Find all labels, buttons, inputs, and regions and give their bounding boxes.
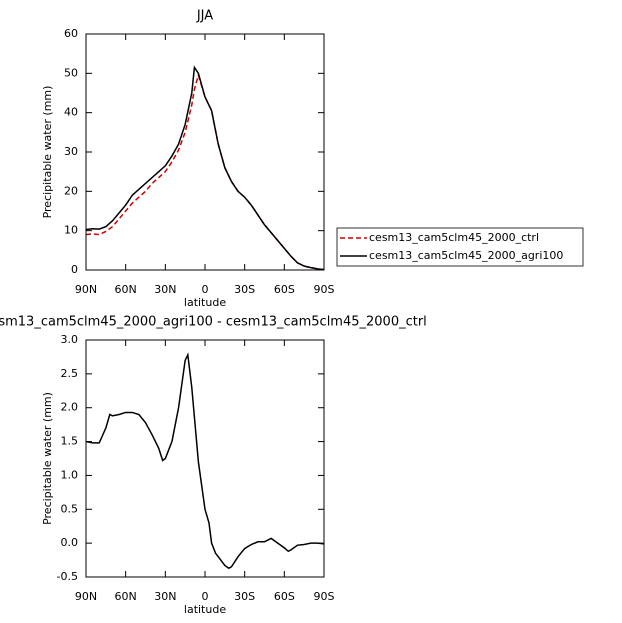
y-axis-label: Precipitable water (mm) — [41, 392, 54, 525]
y-tick-label: 2.0 — [61, 401, 79, 414]
data-line — [85, 65, 325, 271]
data-line — [85, 72, 325, 271]
y-tick-label: 1.0 — [61, 468, 79, 481]
y-tick-label: 60 — [64, 27, 78, 40]
y-tick-label: 0.5 — [61, 502, 79, 515]
y-tick-label: 10 — [64, 224, 78, 237]
legend-label: cesm13_cam5clm45_2000_agri100 — [369, 249, 563, 262]
y-tick-label: 1.5 — [61, 435, 79, 448]
y-tick-label: 20 — [64, 184, 78, 197]
x-axis-label: latitude — [184, 296, 226, 309]
x-axis-label: latitude — [184, 603, 226, 616]
y-tick-label: 0.0 — [61, 536, 79, 549]
x-tick-label: 90N — [75, 283, 97, 296]
y-tick-label: 30 — [64, 145, 78, 158]
x-tick-label: 30S — [234, 283, 255, 296]
legend-box — [336, 227, 584, 267]
x-tick-label: 60N — [115, 590, 137, 603]
x-tick-label: 90S — [314, 590, 335, 603]
plot-frame — [85, 339, 325, 578]
x-tick-label: 60N — [115, 283, 137, 296]
x-tick-label: 30S — [234, 590, 255, 603]
x-tick-label: 90S — [314, 283, 335, 296]
y-tick-label: 2.5 — [61, 367, 79, 380]
y-tick-label: 0 — [71, 263, 78, 276]
chart-title: JJA — [196, 9, 213, 24]
x-tick-label: 60S — [274, 283, 295, 296]
x-tick-label: 30N — [154, 283, 176, 296]
y-axis-label: Precipitable water (mm) — [41, 86, 54, 219]
plot-frame — [85, 33, 325, 271]
y-tick-label: 3.0 — [61, 333, 79, 346]
x-tick-label: 0 — [202, 590, 209, 603]
x-tick-label: 60S — [274, 590, 295, 603]
x-tick-label: 0 — [202, 283, 209, 296]
y-tick-label: 40 — [64, 106, 78, 119]
data-line — [85, 352, 325, 570]
chart-title: cesm13_cam5clm45_2000_agri100 - cesm13_c… — [0, 315, 427, 330]
legend-label: cesm13_cam5clm45_2000_ctrl — [369, 231, 539, 244]
x-tick-label: 90N — [75, 590, 97, 603]
y-tick-label: -0.5 — [57, 570, 78, 583]
x-tick-label: 30N — [154, 590, 176, 603]
y-tick-label: 50 — [64, 66, 78, 79]
